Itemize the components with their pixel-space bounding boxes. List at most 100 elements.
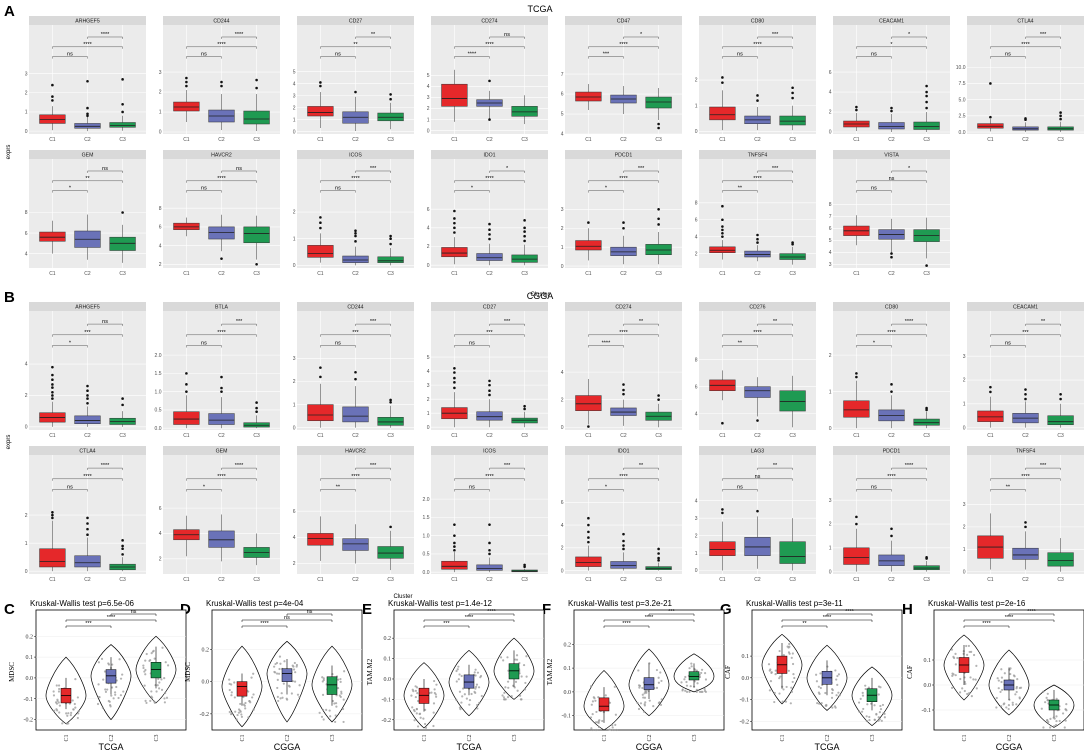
y-tick-label: 0: [561, 568, 564, 574]
y-tick-label: 1: [293, 117, 296, 123]
jitter-point: [1009, 667, 1012, 670]
jitter-point: [432, 724, 435, 728]
facet-strip: [833, 446, 950, 455]
significance-label: ***: [236, 319, 243, 325]
jitter-point: [424, 726, 428, 729]
panel-label-b: B: [4, 289, 15, 306]
jitter-point: [999, 690, 1002, 694]
outlier-point: [523, 226, 526, 230]
jitter-point: [103, 670, 107, 673]
jitter-point: [145, 652, 148, 656]
box-C1: [441, 560, 468, 570]
jitter-point: [463, 693, 466, 696]
x-tick-label: C2: [754, 577, 761, 583]
significance-label: ns: [871, 485, 877, 491]
outlier-point: [86, 533, 89, 537]
x-tick-label: C3: [119, 433, 126, 439]
x-tick-label: C3: [512, 734, 518, 741]
jitter-point: [877, 685, 881, 688]
jitter-point: [770, 671, 773, 674]
jitter-point: [1046, 698, 1049, 702]
jitter-point: [520, 675, 523, 678]
outlier-point: [925, 94, 928, 98]
box-C3: [511, 254, 538, 263]
x-tick-label: C3: [387, 137, 394, 143]
jitter-point: [791, 652, 794, 655]
significance-bracket: [588, 334, 659, 337]
y-axis-label: MDSC: [8, 662, 16, 682]
y-tick-label: 0.1: [924, 658, 932, 664]
jitter-point: [1042, 690, 1045, 693]
x-tick-label: C2: [84, 433, 91, 439]
jitter-point: [703, 687, 706, 691]
significance-label: *: [471, 186, 474, 192]
significance-bracket: [856, 46, 927, 49]
significance-bracket: [722, 478, 793, 481]
outlier-point: [51, 510, 54, 514]
y-tick-label: 0.1: [564, 666, 572, 672]
outlier-point: [86, 106, 89, 110]
box-C2: [878, 122, 905, 130]
y-tick-label: 2: [25, 393, 28, 399]
x-tick-label: C1: [49, 577, 56, 583]
significance-bracket: [623, 36, 659, 39]
jitter-point: [334, 720, 337, 724]
significance-bracket: [856, 56, 892, 59]
jitter-point: [950, 648, 954, 651]
outlier-point: [855, 105, 858, 109]
jitter-point: [968, 692, 971, 695]
jitter-point: [597, 721, 600, 725]
jitter-point: [235, 718, 238, 721]
outlier-point: [756, 419, 759, 422]
outlier-point: [657, 394, 660, 397]
significance-bracket: [891, 36, 927, 39]
tcga-title: TCGA: [527, 4, 552, 14]
jitter-point: [278, 655, 282, 658]
x-tick-label: C3: [521, 433, 528, 439]
jitter-point: [163, 677, 166, 680]
jitter-point: [643, 696, 647, 699]
significance-label: ***: [772, 166, 779, 172]
x-tick-label: C2: [486, 577, 493, 583]
significance-bracket: [722, 190, 758, 193]
outlier-point: [890, 106, 893, 110]
significance-label: ****: [487, 609, 496, 615]
x-tick-label: C3: [521, 577, 528, 583]
outlier-point: [51, 83, 54, 87]
facet-gene-label: ICOS: [349, 153, 362, 159]
jitter-point: [965, 644, 968, 648]
jitter-point: [819, 686, 822, 690]
jitter-point: [769, 680, 773, 683]
x-tick-label: C2: [620, 433, 627, 439]
x-tick-label: C3: [119, 137, 126, 143]
significance-label: **: [738, 186, 743, 192]
jitter-point: [791, 680, 794, 684]
y-tick-label: -0.1: [740, 698, 750, 704]
significance-bracket: [241, 625, 288, 628]
outlier-point: [488, 228, 491, 231]
violin-panel-g: Kruskal-Wallis test p=3e-11 -0.2 -0.1 0.0 0.…: [724, 599, 903, 752]
significance-label: ****: [217, 176, 226, 182]
jitter-point: [65, 712, 68, 715]
outlier-point: [925, 106, 928, 110]
y-tick-label: 0.5: [155, 408, 162, 414]
jitter-point: [701, 690, 704, 694]
jitter-point: [1061, 712, 1065, 715]
jitter-point: [53, 709, 56, 712]
outlier-point: [220, 80, 223, 84]
y-tick-label: -0.2: [200, 712, 210, 718]
y-tick-label: 8: [829, 202, 832, 208]
jitter-point: [792, 673, 795, 676]
x-tick-label: C3: [330, 734, 336, 741]
y-tick-label: 6: [159, 506, 162, 512]
jitter-point: [251, 696, 254, 699]
outlier-point: [453, 523, 456, 526]
outlier-point: [354, 229, 357, 232]
significance-bracket: [186, 478, 257, 481]
jitter-point: [434, 693, 437, 696]
significance-label: ****: [217, 42, 226, 48]
box-C1: [307, 106, 334, 117]
outlier-point: [51, 386, 54, 389]
significance-label: ****: [468, 52, 477, 58]
